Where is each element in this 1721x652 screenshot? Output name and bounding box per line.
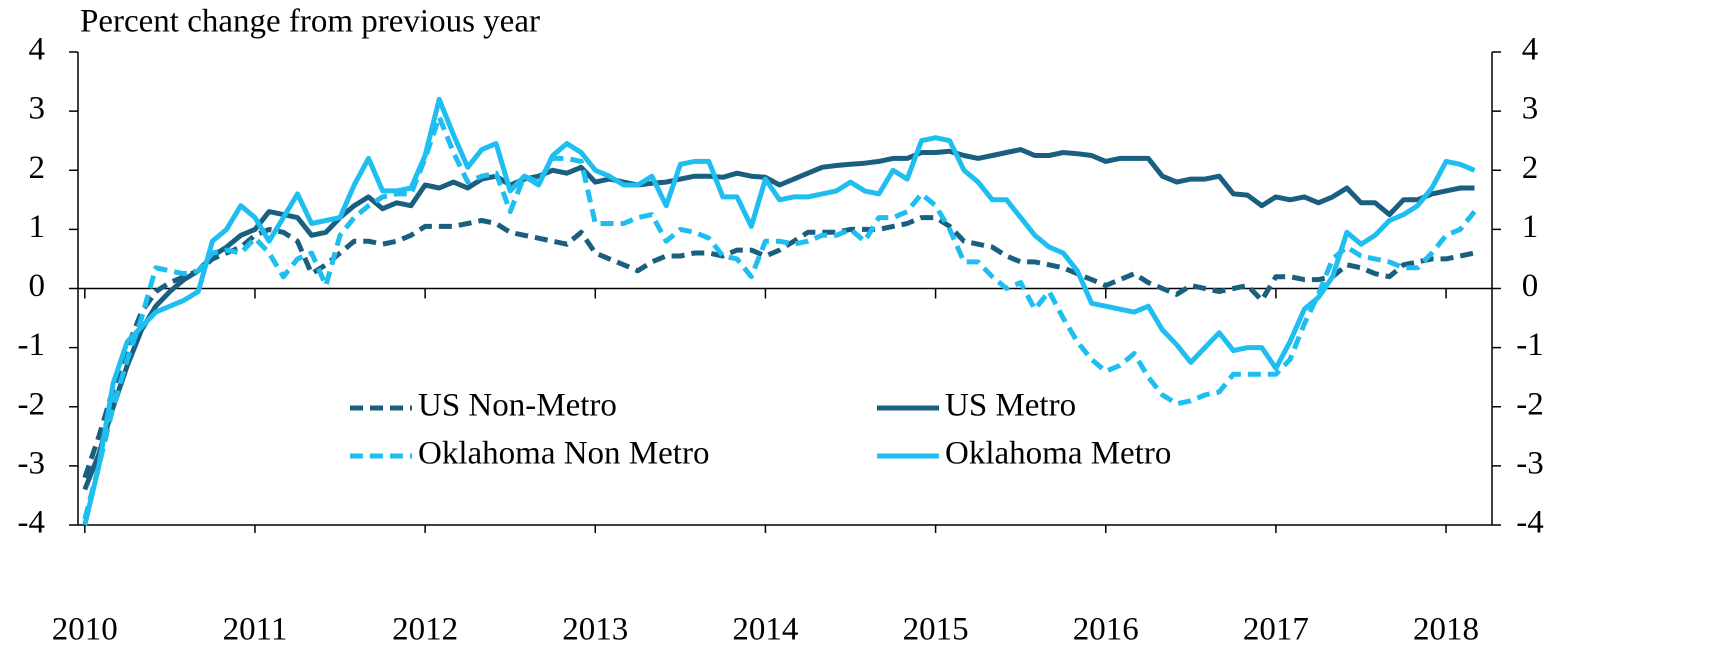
y-tick-label: 1 — [29, 209, 46, 245]
y-tick-label: -2 — [18, 386, 46, 422]
x-tick-label: 2018 — [1413, 612, 1479, 648]
x-tick-label: 2016 — [1073, 612, 1139, 648]
legend-label: US Non-Metro — [418, 388, 617, 424]
y2-tick-label: 0 — [1522, 268, 1539, 304]
y2-tick-label: 3 — [1522, 91, 1539, 127]
y-tick-label: 4 — [29, 32, 46, 68]
x-tick-label: 2017 — [1243, 612, 1309, 648]
x-tick-label: 2015 — [903, 612, 969, 648]
y2-tick-label: -1 — [1516, 327, 1544, 363]
y2-tick-label: 2 — [1522, 150, 1539, 186]
series-line — [82, 215, 1476, 479]
series-line — [82, 114, 1477, 520]
y-tick-label: -4 — [18, 505, 46, 541]
y-tick-label: 0 — [29, 268, 46, 304]
x-tick-label: 2014 — [732, 612, 798, 648]
x-tick-label: 2013 — [562, 612, 628, 648]
y-tick-label: 3 — [29, 91, 46, 127]
y2-tick-label: -4 — [1516, 505, 1544, 541]
series-line — [82, 96, 1476, 526]
y-tick-label: 2 — [29, 150, 46, 186]
chart-title: Percent change from previous year — [80, 4, 540, 40]
legend-label: Oklahoma Metro — [945, 436, 1171, 472]
x-tick-label: 2011 — [223, 612, 288, 648]
x-tick-label: 2010 — [52, 612, 118, 648]
legend-label: Oklahoma Non Metro — [418, 436, 709, 472]
series-line — [82, 147, 1475, 491]
y-tick-label: -3 — [18, 445, 46, 481]
y2-tick-label: -3 — [1516, 445, 1544, 481]
y2-tick-label: 4 — [1522, 32, 1539, 68]
y2-tick-label: 1 — [1522, 209, 1539, 245]
y-tick-label: -1 — [18, 327, 46, 363]
legend-label: US Metro — [945, 388, 1076, 424]
x-tick-label: 2012 — [392, 612, 458, 648]
y2-tick-label: -2 — [1516, 386, 1544, 422]
